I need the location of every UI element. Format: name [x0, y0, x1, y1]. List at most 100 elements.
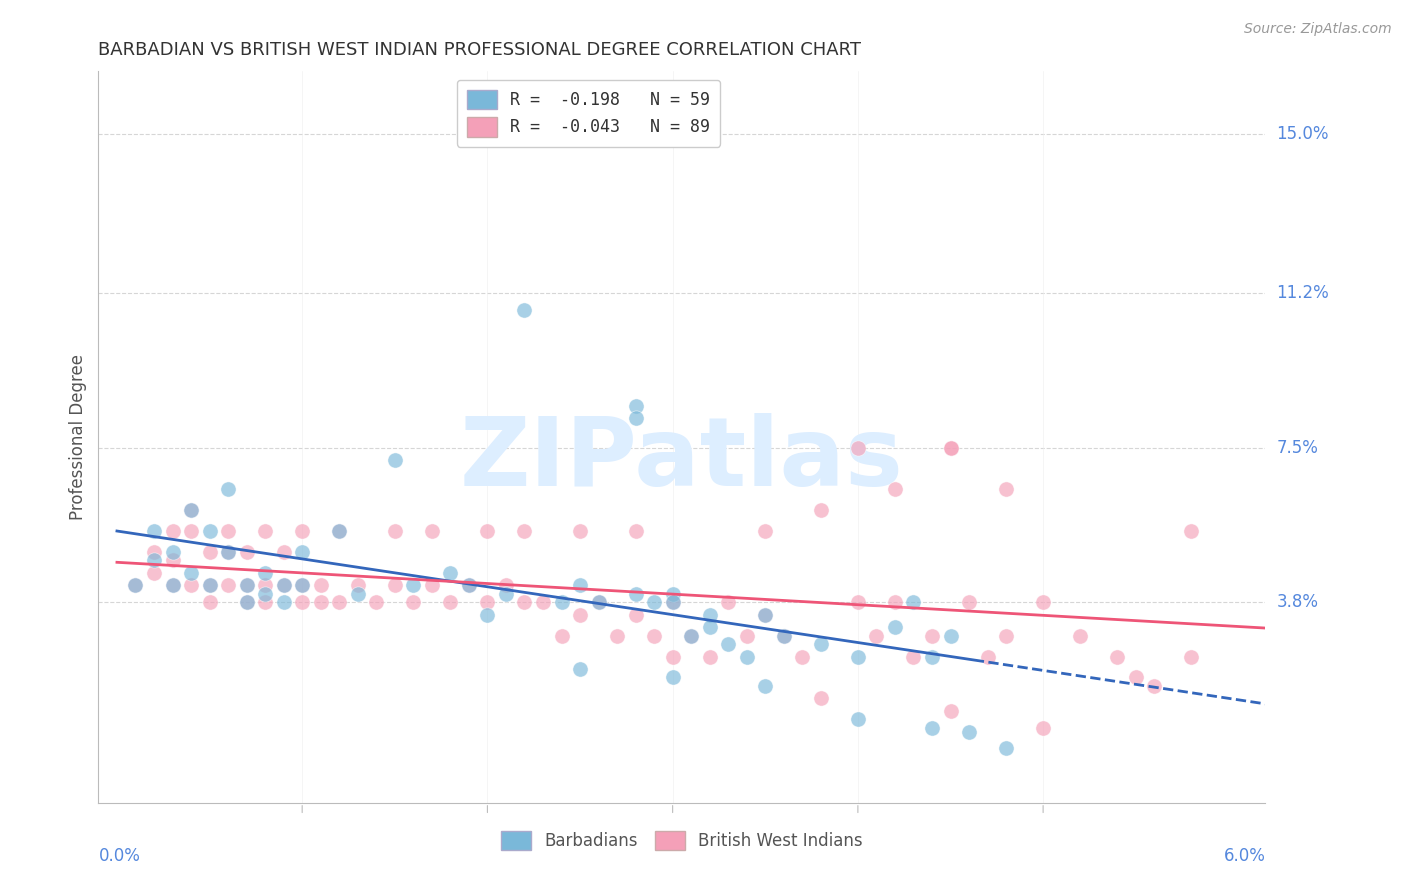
Point: [254, 578, 277, 592]
Point: [699, 620, 721, 634]
Point: [180, 503, 202, 517]
Point: [291, 578, 314, 592]
Point: [681, 629, 703, 643]
Point: [217, 578, 239, 592]
Point: [162, 578, 184, 592]
Point: [420, 578, 443, 592]
Point: [477, 524, 499, 538]
Point: [198, 578, 221, 592]
Point: [273, 578, 295, 592]
Text: 3.8%: 3.8%: [1277, 593, 1319, 611]
Point: [513, 524, 536, 538]
Point: [198, 545, 221, 559]
Point: [624, 411, 647, 425]
Point: [477, 607, 499, 622]
Point: [1125, 670, 1147, 684]
Point: [1180, 524, 1202, 538]
Point: [217, 483, 239, 497]
Point: [846, 441, 869, 455]
Y-axis label: Professional Degree: Professional Degree: [69, 354, 87, 520]
Point: [328, 524, 350, 538]
Point: [1032, 595, 1054, 609]
Point: [588, 595, 610, 609]
Point: [976, 649, 998, 664]
Point: [420, 524, 443, 538]
Point: [235, 578, 257, 592]
Point: [143, 553, 166, 567]
Point: [457, 578, 479, 592]
Point: [921, 721, 943, 735]
Point: [846, 712, 869, 726]
Point: [661, 595, 683, 609]
Text: 7.5%: 7.5%: [1277, 439, 1319, 457]
Point: [624, 607, 647, 622]
Point: [661, 595, 683, 609]
Point: [995, 741, 1018, 756]
Point: [643, 629, 665, 643]
Point: [162, 524, 184, 538]
Point: [366, 595, 388, 609]
Point: [309, 595, 332, 609]
Text: ZIPatlas: ZIPatlas: [460, 412, 904, 506]
Text: 11.2%: 11.2%: [1277, 284, 1329, 301]
Point: [569, 524, 592, 538]
Point: [884, 620, 907, 634]
Point: [198, 578, 221, 592]
Point: [457, 578, 479, 592]
Point: [588, 595, 610, 609]
Point: [235, 595, 257, 609]
Point: [754, 524, 776, 538]
Point: [810, 503, 832, 517]
Point: [995, 483, 1018, 497]
Point: [531, 595, 554, 609]
Point: [495, 587, 517, 601]
Point: [606, 629, 628, 643]
Point: [939, 441, 962, 455]
Point: [884, 595, 907, 609]
Text: 6.0%: 6.0%: [1223, 847, 1265, 865]
Point: [624, 587, 647, 601]
Point: [198, 595, 221, 609]
Point: [569, 607, 592, 622]
Point: [699, 649, 721, 664]
Point: [402, 578, 425, 592]
Point: [217, 545, 239, 559]
Point: [328, 524, 350, 538]
Point: [162, 545, 184, 559]
Point: [162, 553, 184, 567]
Point: [477, 595, 499, 609]
Point: [346, 587, 368, 601]
Point: [235, 595, 257, 609]
Point: [957, 724, 980, 739]
Point: [439, 566, 461, 580]
Point: [328, 595, 350, 609]
Point: [661, 587, 683, 601]
Point: [1107, 649, 1129, 664]
Point: [884, 483, 907, 497]
Point: [754, 607, 776, 622]
Point: [846, 649, 869, 664]
Point: [995, 629, 1018, 643]
Point: [254, 566, 277, 580]
Point: [254, 595, 277, 609]
Point: [1032, 721, 1054, 735]
Point: [495, 578, 517, 592]
Point: [235, 545, 257, 559]
Point: [772, 629, 794, 643]
Point: [143, 524, 166, 538]
Point: [217, 545, 239, 559]
Point: [661, 649, 683, 664]
Point: [550, 595, 572, 609]
Point: [309, 578, 332, 592]
Point: [1180, 649, 1202, 664]
Point: [792, 649, 814, 664]
Point: [198, 524, 221, 538]
Point: [273, 578, 295, 592]
Text: 15.0%: 15.0%: [1277, 125, 1329, 143]
Point: [903, 649, 925, 664]
Point: [291, 545, 314, 559]
Point: [291, 578, 314, 592]
Point: [846, 595, 869, 609]
Point: [384, 524, 406, 538]
Point: [513, 595, 536, 609]
